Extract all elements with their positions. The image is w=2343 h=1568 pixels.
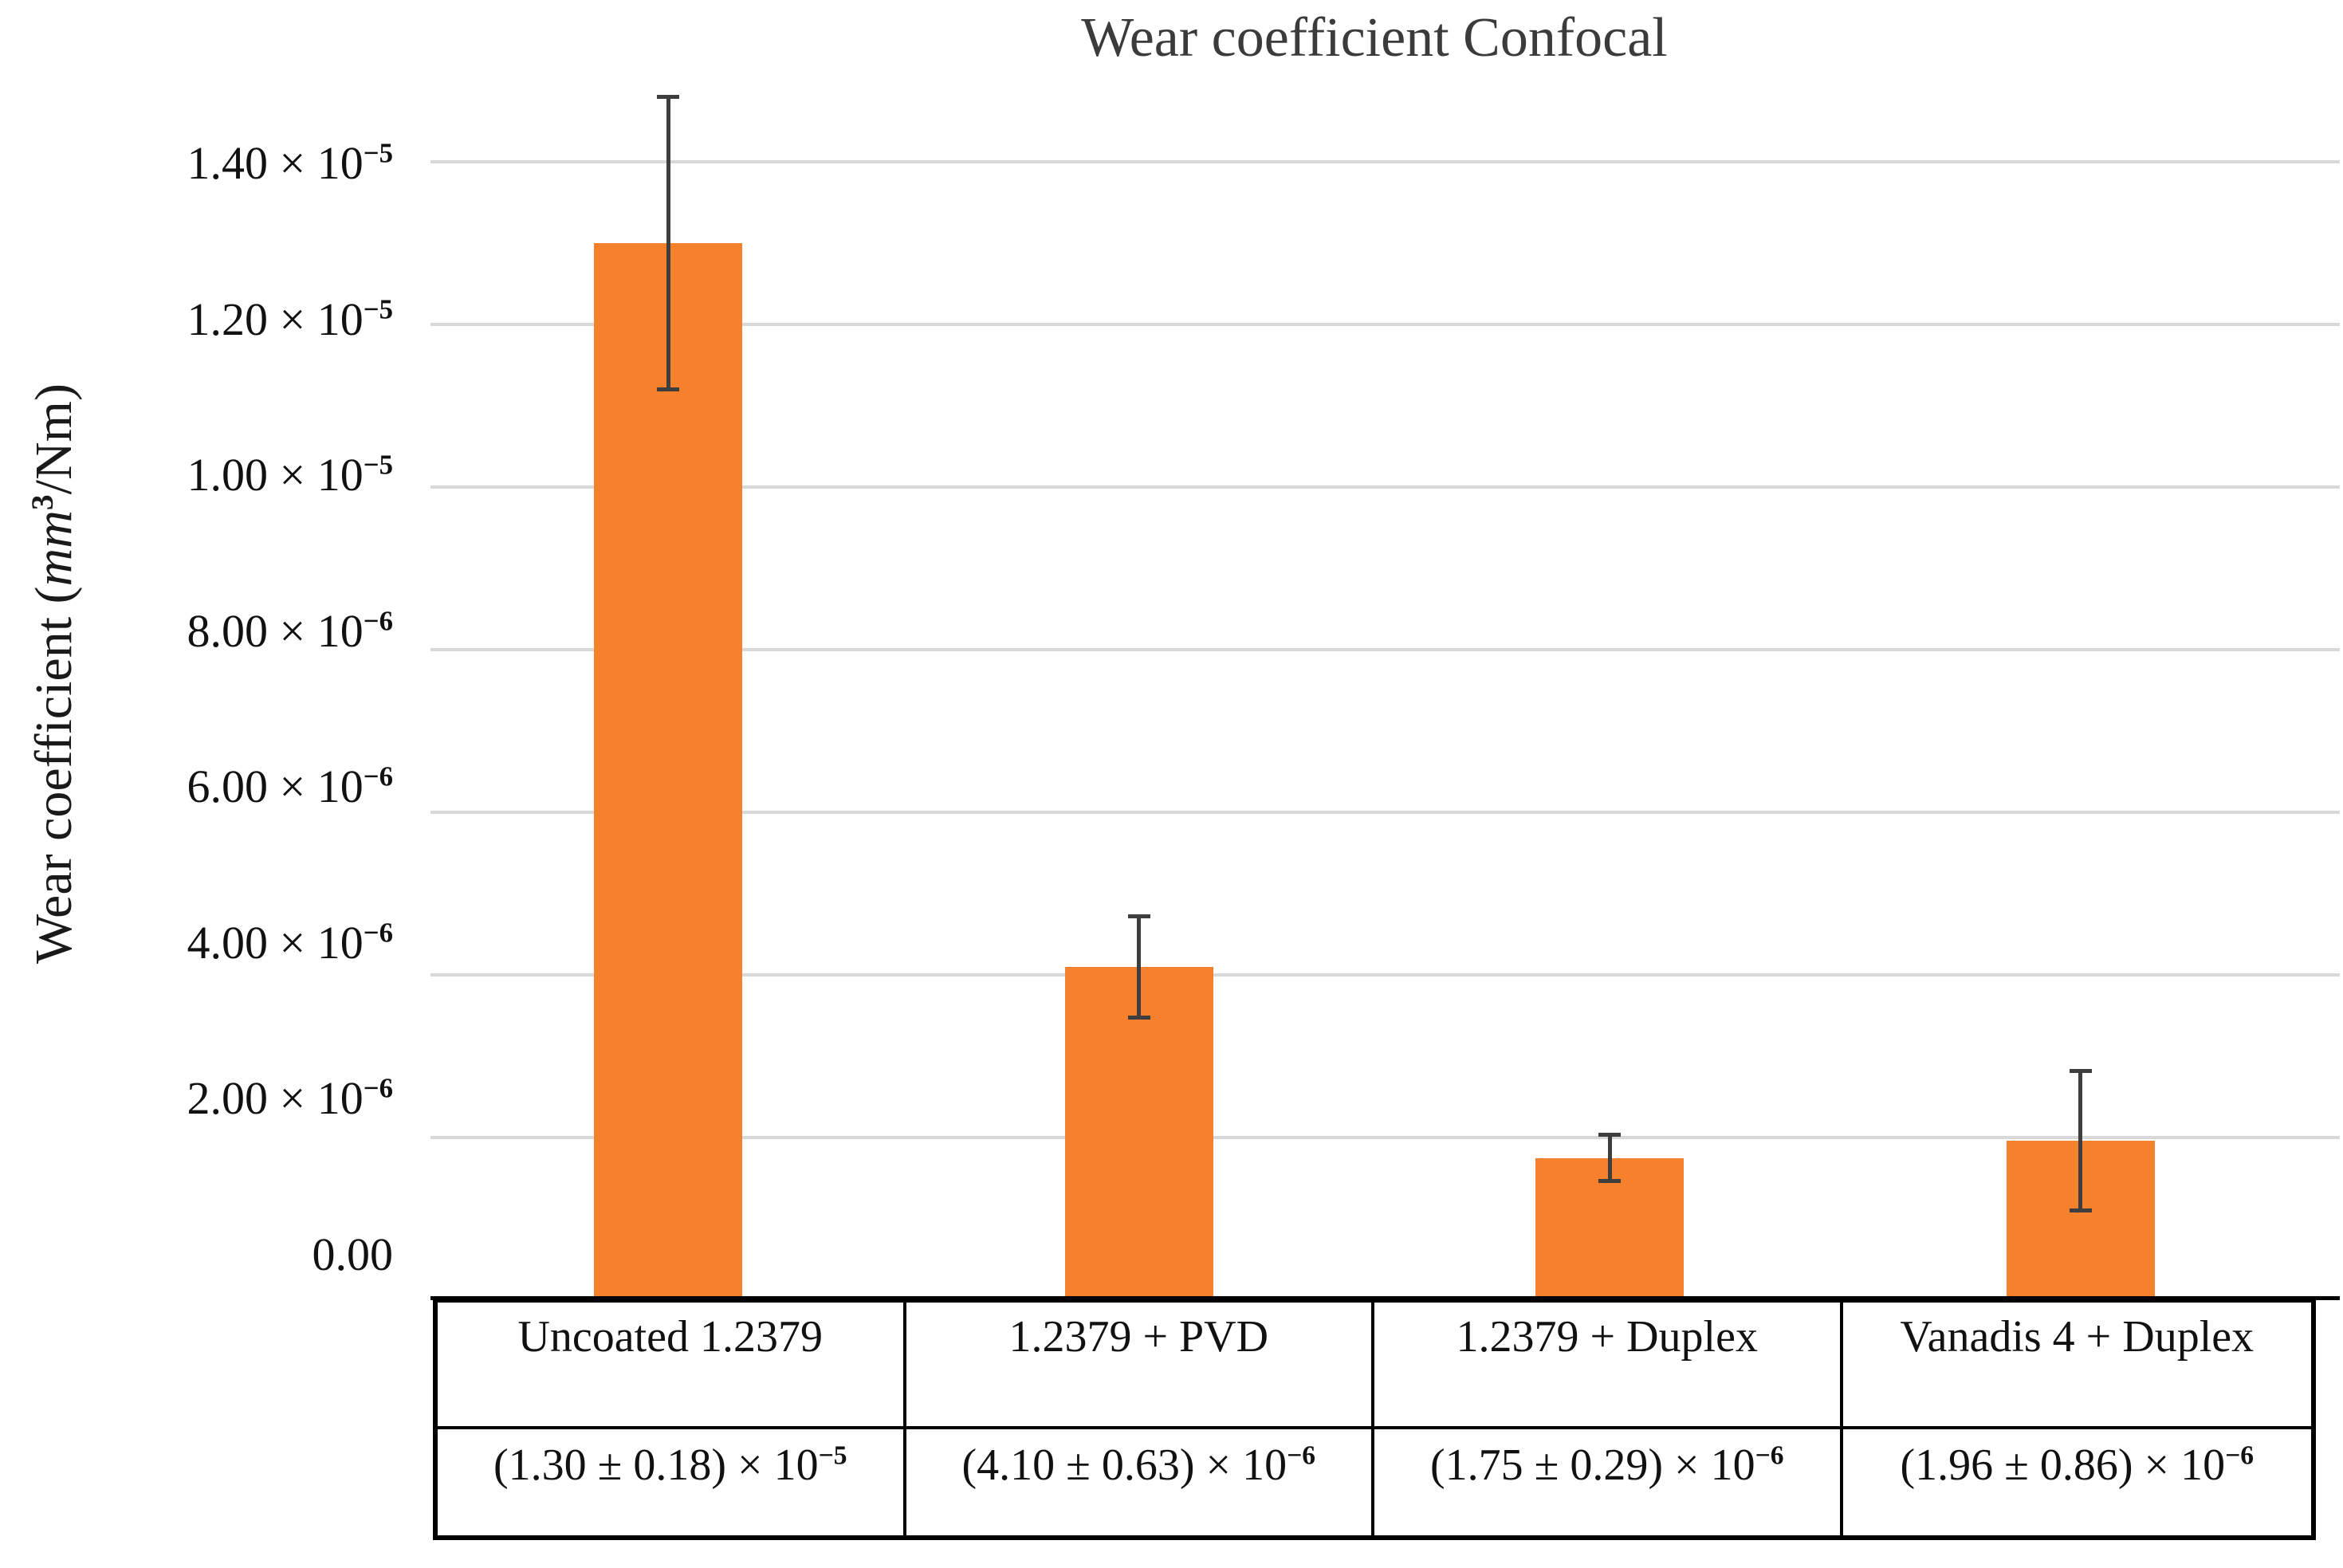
y-tick-mantissa: 1.00 × 10 (187, 449, 364, 501)
y-tick-mantissa: 2.00 × 10 (187, 1072, 364, 1124)
gridline (430, 1136, 2340, 1139)
error-bar-cap-bottom (2069, 1208, 2092, 1212)
y-tick-exponent: −6 (363, 760, 393, 792)
y-tick-exponent: −6 (363, 917, 393, 949)
y-tick-label: 6.00 × 10−6 (187, 760, 393, 810)
value-cell-exponent: −6 (2225, 1440, 2255, 1471)
value-cell: (4.10 ± 0.63) × 10−6 (906, 1429, 1374, 1535)
error-bar-cap-bottom (1598, 1179, 1622, 1184)
category-cell: Vanadis 4 + Duplex (1842, 1303, 2311, 1429)
y-tick-mantissa: 6.00 × 10 (187, 760, 364, 812)
y-tick-mantissa: 4.00 × 10 (187, 916, 364, 969)
gridline (430, 811, 2340, 814)
error-bar-cap-bottom (657, 387, 680, 391)
y-tick-label: 4.00 × 10−6 (187, 916, 393, 969)
bar-1-2379-pvd (1064, 966, 1213, 1298)
y-tick-exponent: −6 (363, 605, 393, 637)
error-bar-1-2379-duplex (1607, 1134, 1612, 1182)
error-bar-cap-bottom (1127, 1016, 1150, 1020)
error-bar-1-2379-pvd (1137, 915, 1142, 1019)
y-tick-label: 0.00 (313, 1231, 394, 1278)
error-bar-cap-top (1127, 914, 1150, 918)
error-bar-cap-top (1598, 1132, 1622, 1137)
value-cell-exponent: −6 (1755, 1440, 1784, 1471)
y-tick-mantissa: 1.20 × 10 (187, 293, 364, 345)
category-cell: Uncoated 1.2379 (438, 1303, 906, 1429)
bar-uncoated-1-2379 (594, 243, 743, 1298)
y-tick-label: 1.20 × 10−5 (187, 295, 393, 343)
category-cell: 1.2379 + PVD (906, 1303, 1374, 1429)
value-cell-mantissa: (1.75 ± 0.29) × 10 (1429, 1440, 1755, 1490)
error-bar-vanadis-4-duplex (2078, 1071, 2083, 1211)
chart-title: Wear coefficient Confocal (1081, 7, 1668, 69)
y-tick-exponent: −6 (363, 1072, 393, 1104)
category-value-table: Uncoated 1.2379 1.2379 + PVD 1.2379 + Dupl… (433, 1298, 2316, 1540)
value-cell-mantissa: (1.96 ± 0.86) × 10 (1900, 1440, 2226, 1490)
value-cell-exponent: −6 (1287, 1440, 1316, 1471)
value-cell-exponent: −5 (818, 1440, 847, 1471)
value-cell: (1.96 ± 0.86) × 10−6 (1843, 1429, 2312, 1535)
y-tick-label: 1.00 × 10−5 (187, 449, 393, 501)
category-cell: 1.2379 + Duplex (1374, 1303, 1843, 1429)
value-cell-mantissa: (4.10 ± 0.63) × 10 (961, 1440, 1287, 1490)
gridline (430, 160, 2340, 163)
value-cell: (1.30 ± 0.18) × 10−5 (438, 1429, 906, 1535)
gridline (430, 648, 2340, 651)
value-cell: (1.75 ± 0.29) × 10−6 (1374, 1429, 1843, 1535)
y-tick-label: 8.00 × 10−6 (187, 604, 393, 657)
error-bar-uncoated-1-2379 (666, 96, 670, 390)
error-bar-cap-top (2069, 1069, 2092, 1074)
y-tick-mantissa: 1.40 × 10 (187, 137, 364, 189)
error-bar-cap-top (657, 95, 680, 100)
gridline (430, 973, 2340, 977)
y-tick-mantissa: 0.00 (312, 1228, 394, 1280)
gridline (430, 485, 2340, 489)
y-tick-exponent: −5 (363, 293, 393, 325)
y-tick-mantissa: 8.00 × 10 (187, 604, 364, 657)
gridline (430, 323, 2340, 326)
y-tick-exponent: −5 (363, 137, 393, 169)
y-tick-label: 1.40 × 10−5 (187, 140, 393, 187)
value-cell-mantissa: (1.30 ± 0.18) × 10 (493, 1440, 819, 1490)
y-tick-label: 2.00 × 10−6 (187, 1075, 393, 1122)
y-tick-exponent: −5 (363, 449, 393, 481)
